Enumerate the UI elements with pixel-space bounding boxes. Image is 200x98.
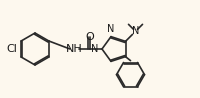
Text: N: N [131,26,139,36]
Text: N: N [107,24,114,34]
Text: Cl: Cl [6,44,17,54]
Text: NH: NH [65,44,82,54]
Text: O: O [85,32,94,42]
Text: N: N [90,44,98,54]
